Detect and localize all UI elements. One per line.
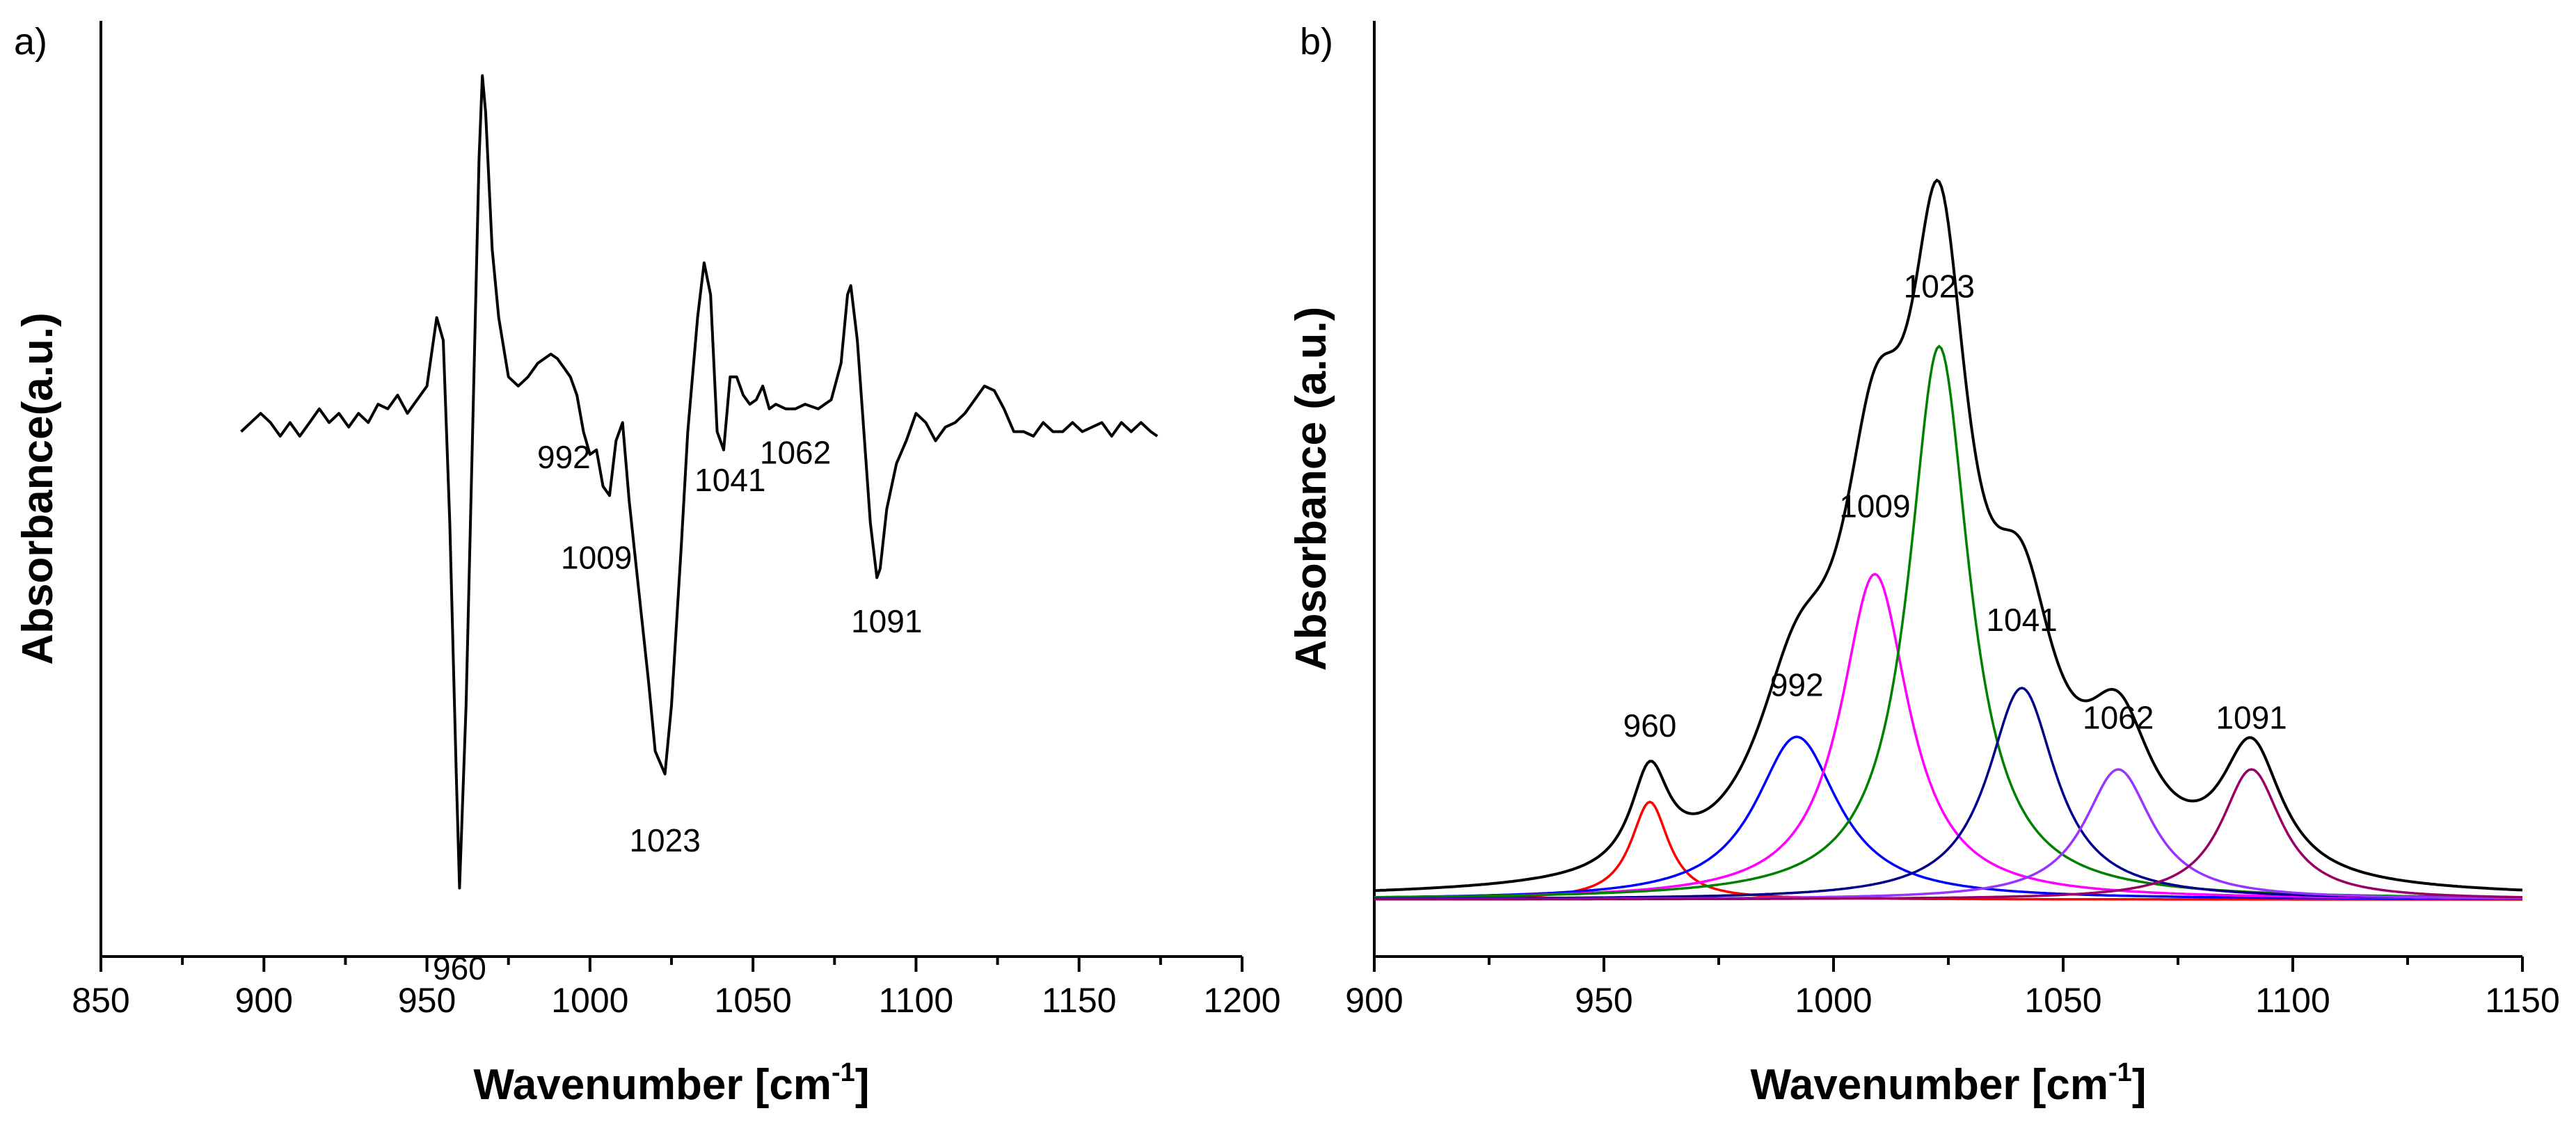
panel-tag: b) (1300, 21, 1333, 63)
peak-label: 960 (1623, 707, 1677, 744)
peak-label: 992 (537, 439, 591, 475)
x-axis-title-sup: -1 (2108, 1058, 2132, 1087)
y-axis-title: Absorbance (a.u.) (1287, 307, 1335, 671)
x-tick-label: 1100 (879, 981, 954, 1020)
x-tick-label: 900 (1345, 981, 1403, 1020)
x-tick-label: 1050 (2024, 981, 2101, 1020)
x-axis-title-end: ] (2132, 1061, 2147, 1109)
x-tick-label: 1050 (715, 981, 792, 1020)
peak-label: 960 (433, 950, 486, 986)
x-axis-title-main: Wavenumber [cm (1751, 1061, 2109, 1109)
peak-label: 1009 (561, 539, 632, 575)
x-axis-title-main: Wavenumber [cm (474, 1061, 832, 1109)
panel-a-spectrum: a) 850 900 950 1000 1050 1100 1150 1200 Wavenumbe… (14, 21, 1281, 1109)
peak-label: 1041 (694, 462, 765, 498)
component-curve-1062 (1374, 768, 2522, 901)
x-tick-label: 900 (235, 981, 293, 1020)
spectrum-line (240, 74, 1159, 890)
component-curve-992 (1374, 735, 2522, 900)
peak-label: 1091 (2216, 700, 2287, 736)
x-tick-label: 1000 (551, 981, 628, 1020)
x-tick-label: 1150 (2485, 981, 2560, 1020)
x-tick-label: 950 (1575, 981, 1632, 1020)
x-tick-label: 950 (398, 981, 456, 1020)
peak-label: 1091 (851, 603, 922, 639)
peak-label: 992 (1770, 667, 1824, 703)
x-axis-title: Wavenumber [cm-1] (474, 1058, 870, 1109)
peak-label: 1041 (1986, 602, 2057, 638)
peak-label: 1062 (2083, 700, 2154, 736)
peak-label: 1062 (760, 434, 831, 470)
component-curve-1091 (1374, 768, 2522, 901)
x-axis-title-end: ] (855, 1061, 870, 1109)
x-axis-title-sup: -1 (832, 1058, 855, 1087)
x-tick-label: 1150 (1042, 981, 1117, 1020)
peak-label: 1023 (629, 822, 700, 858)
x-tick-label: 1100 (2255, 981, 2330, 1020)
x-tick-label: 1000 (1795, 981, 1872, 1020)
peak-label: 1023 (1904, 269, 1975, 305)
envelope-curve (1374, 178, 2522, 893)
plot-area (1374, 178, 2522, 901)
panel-b-deconvolution: b) 900 950 1000 1050 1100 1150 Wavenumber [cm-1… (1287, 21, 2560, 1109)
peak-label: 1009 (1839, 488, 1910, 524)
y-axis-title: Absorbance(a.u.) (14, 312, 62, 664)
x-axis-title: Wavenumber [cm-1] (1751, 1058, 2147, 1109)
x-tick-label: 850 (72, 981, 129, 1020)
component-curve-1023 (1374, 344, 2522, 899)
x-tick-label: 1200 (1203, 981, 1280, 1020)
panel-tag: a) (14, 21, 47, 63)
